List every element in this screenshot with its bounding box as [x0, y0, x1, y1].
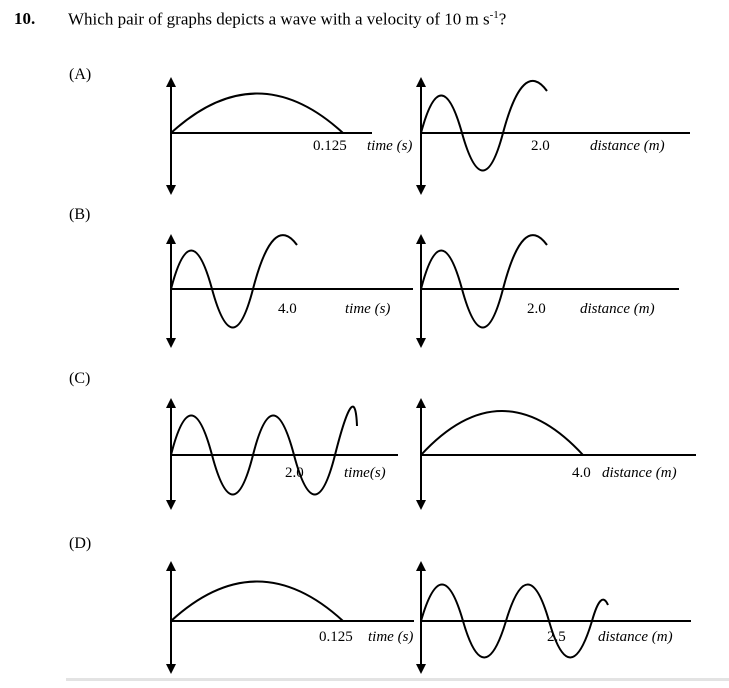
option-b-right-axis-label: distance (m): [580, 301, 655, 317]
option-c-right-tick: 4.0: [572, 465, 591, 481]
question-mark: ?: [498, 9, 507, 29]
wave-curve: [170, 580, 344, 622]
wave-curve: [170, 92, 344, 134]
option-b-left-axis-label: time (s): [345, 301, 390, 317]
bottom-divider: [66, 678, 729, 681]
option-b-left-tick: 4.0: [278, 301, 297, 317]
option-b-distance-graph: [416, 234, 679, 348]
wave-curve: [420, 79, 548, 172]
option-d-right-axis-label: distance (m): [598, 629, 673, 645]
option-a-distance-graph: [416, 77, 690, 195]
option-a-left-axis-label: time (s): [367, 138, 412, 154]
option-d-label[interactable]: (D): [69, 535, 92, 552]
option-d-distance-graph: [416, 561, 691, 674]
question-text: Which pair of graphs depicts a wave with…: [68, 9, 506, 30]
option-a-label[interactable]: (A): [69, 66, 92, 83]
option-c-time-graph: [166, 398, 398, 510]
option-d-right-tick: 2.5: [547, 629, 566, 645]
question-unit-exponent: -1: [489, 9, 499, 21]
question-text-main: Which pair of graphs depicts a wave with…: [68, 9, 490, 29]
option-c-label[interactable]: (C): [69, 370, 91, 387]
option-d-left-tick: 0.125: [319, 629, 353, 645]
wave-curve: [170, 405, 358, 496]
option-a-right-tick: 2.0: [531, 138, 550, 154]
wave-curve: [420, 410, 584, 456]
option-c-left-tick: 2.0: [285, 465, 304, 481]
wave-curve: [420, 234, 548, 329]
option-c-distance-graph: [416, 398, 696, 510]
option-a-right-axis-label: distance (m): [590, 138, 665, 154]
option-d-time-graph: [166, 561, 414, 674]
wave-curve: [420, 583, 609, 659]
option-c-right-axis-label: distance (m): [602, 465, 677, 481]
wave-curve: [170, 234, 298, 329]
option-a-left-tick: 0.125: [313, 138, 347, 154]
option-b-label[interactable]: (B): [69, 206, 91, 223]
option-b-right-tick: 2.0: [527, 301, 546, 317]
option-c-left-axis-label: time(s): [344, 465, 386, 481]
option-d-left-axis-label: time (s): [368, 629, 413, 645]
question-number: 10.: [14, 9, 36, 28]
option-b-time-graph: [166, 234, 413, 348]
option-a-time-graph: [166, 77, 372, 195]
